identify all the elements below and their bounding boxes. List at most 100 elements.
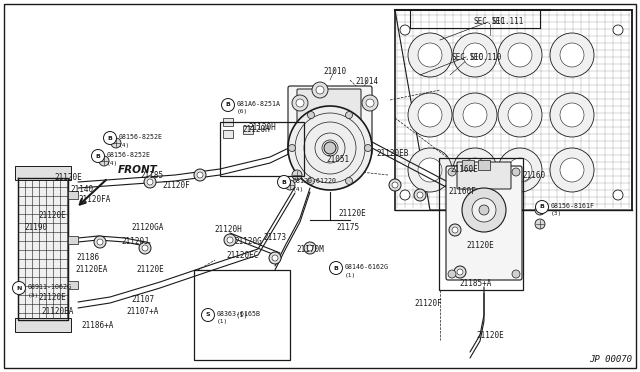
Text: 21120E: 21120E: [466, 241, 494, 250]
Circle shape: [147, 179, 153, 185]
Text: S: S: [205, 312, 211, 317]
Text: SEC.110: SEC.110: [470, 52, 502, 61]
FancyBboxPatch shape: [288, 86, 372, 155]
Circle shape: [512, 168, 520, 176]
Text: 08120-61220: 08120-61220: [293, 178, 337, 184]
Circle shape: [613, 25, 623, 35]
Text: 21190: 21190: [24, 224, 47, 232]
FancyBboxPatch shape: [446, 166, 522, 280]
Circle shape: [414, 189, 426, 201]
Circle shape: [453, 93, 497, 137]
Circle shape: [536, 201, 548, 214]
Text: JP 00070: JP 00070: [589, 355, 632, 364]
Circle shape: [272, 255, 278, 261]
Circle shape: [613, 190, 623, 200]
Text: 21173: 21173: [264, 234, 287, 243]
Bar: [462, 160, 474, 170]
Text: 21120E: 21120E: [338, 209, 366, 218]
Circle shape: [330, 262, 342, 275]
FancyBboxPatch shape: [457, 162, 511, 189]
Text: (4): (4): [107, 160, 118, 166]
Circle shape: [197, 172, 203, 178]
Text: 21120E: 21120E: [54, 173, 82, 183]
Circle shape: [448, 168, 456, 176]
Bar: [223, 118, 233, 126]
Text: B: B: [282, 180, 287, 185]
Text: 08911-1062G: 08911-1062G: [28, 284, 72, 290]
Text: 21185: 21185: [140, 170, 164, 180]
Text: 21120H: 21120H: [248, 124, 276, 132]
Text: 21140: 21140: [70, 186, 93, 195]
Circle shape: [139, 242, 151, 254]
Text: 21120H: 21120H: [242, 125, 270, 135]
Circle shape: [362, 95, 378, 111]
Bar: [223, 130, 233, 138]
Text: 21160F: 21160F: [448, 187, 476, 196]
Text: 21120EB: 21120EB: [377, 148, 409, 157]
Text: 21186+A: 21186+A: [82, 321, 114, 330]
Circle shape: [508, 43, 532, 67]
Circle shape: [285, 180, 295, 190]
Bar: [68, 191, 78, 199]
Bar: [194, 270, 290, 360]
Circle shape: [462, 188, 506, 232]
Circle shape: [292, 95, 308, 111]
Text: 081A6-8251A: 081A6-8251A: [237, 101, 281, 107]
Circle shape: [498, 93, 542, 137]
Text: 21120H: 21120H: [214, 225, 242, 234]
Circle shape: [418, 43, 442, 67]
Text: SEC.111: SEC.111: [492, 17, 524, 26]
Circle shape: [365, 144, 371, 151]
Text: B: B: [333, 266, 339, 270]
Text: (1): (1): [217, 320, 228, 324]
Circle shape: [560, 43, 584, 67]
Text: 21120E: 21120E: [38, 211, 66, 219]
Circle shape: [307, 112, 314, 119]
Circle shape: [417, 192, 423, 198]
Bar: [220, 122, 304, 176]
Bar: [15, 318, 71, 332]
FancyBboxPatch shape: [297, 89, 361, 136]
Circle shape: [111, 138, 121, 148]
Circle shape: [227, 237, 233, 243]
Circle shape: [312, 82, 328, 98]
Text: 21120EC: 21120EC: [227, 251, 259, 260]
Circle shape: [498, 148, 542, 192]
Text: 21186: 21186: [76, 253, 100, 263]
Circle shape: [418, 103, 442, 127]
Circle shape: [94, 236, 106, 248]
Text: 21120EA: 21120EA: [76, 266, 108, 275]
Text: 21120EA: 21120EA: [42, 307, 74, 315]
Circle shape: [449, 224, 461, 236]
Circle shape: [408, 148, 452, 192]
Circle shape: [463, 103, 487, 127]
Text: 21160E: 21160E: [450, 166, 478, 174]
Circle shape: [346, 177, 353, 185]
Text: B: B: [108, 135, 113, 141]
Text: 21014: 21014: [355, 77, 379, 87]
Circle shape: [92, 150, 104, 163]
Circle shape: [508, 158, 532, 182]
Text: 21175: 21175: [337, 224, 360, 232]
Text: 21120F: 21120F: [414, 298, 442, 308]
Bar: [243, 126, 253, 134]
Text: 08156-8252E: 08156-8252E: [107, 152, 151, 158]
Text: (1): (1): [345, 273, 356, 278]
Circle shape: [400, 25, 410, 35]
Text: 21160: 21160: [522, 170, 545, 180]
Text: 21107+A: 21107+A: [127, 308, 159, 317]
Circle shape: [389, 179, 401, 191]
Circle shape: [366, 99, 374, 107]
Circle shape: [452, 227, 458, 233]
Circle shape: [202, 308, 214, 321]
Text: B: B: [225, 103, 230, 108]
Circle shape: [221, 99, 234, 112]
Text: SEC.110: SEC.110: [452, 52, 484, 61]
Text: 08146-6162G: 08146-6162G: [345, 264, 389, 270]
Circle shape: [13, 282, 26, 295]
Circle shape: [144, 176, 156, 188]
Circle shape: [224, 234, 236, 246]
Bar: [439, 158, 523, 290]
Circle shape: [288, 106, 372, 190]
Bar: [478, 160, 490, 170]
